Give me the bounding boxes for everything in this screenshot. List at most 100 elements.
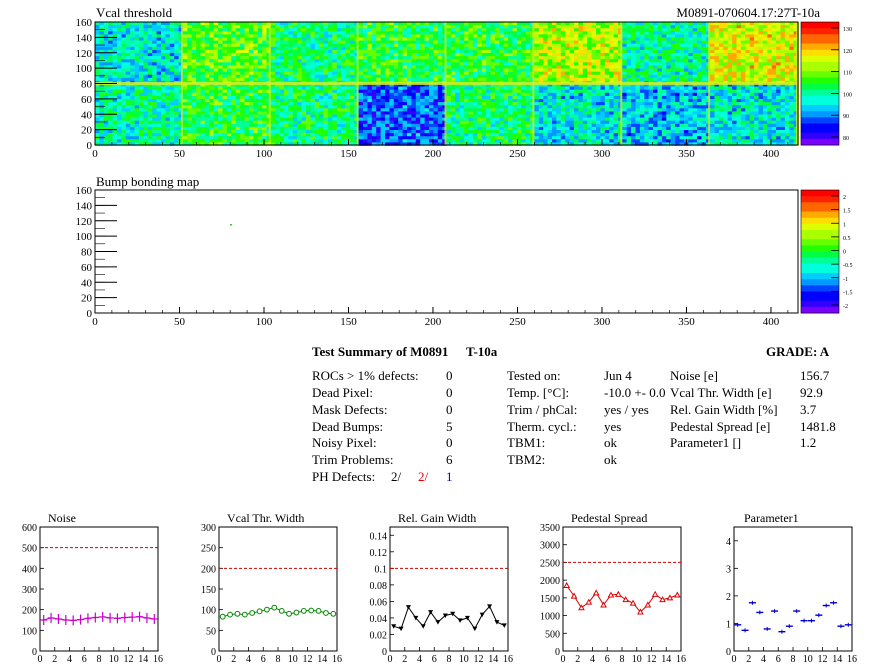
map-cell xyxy=(433,22,439,26)
map-cell xyxy=(305,130,311,134)
map-cell xyxy=(139,40,144,44)
map-cell xyxy=(314,111,320,115)
map-cell xyxy=(341,56,346,60)
map-cell xyxy=(723,77,728,82)
map-cell xyxy=(99,86,105,90)
map-cell xyxy=(393,120,399,125)
map-cell xyxy=(499,31,504,35)
map-cell xyxy=(472,92,478,97)
map-cell xyxy=(336,56,342,60)
map-cell xyxy=(323,133,329,137)
map-cell xyxy=(204,25,210,29)
map-cell xyxy=(433,28,439,32)
map-cell xyxy=(613,49,619,54)
map-cell xyxy=(275,86,280,90)
map-cell xyxy=(494,43,500,48)
map-cell xyxy=(393,31,399,35)
map-cell xyxy=(380,74,386,79)
map-cell xyxy=(490,102,496,106)
map-cell xyxy=(415,114,421,118)
map-cell xyxy=(407,74,412,79)
map-cell xyxy=(534,56,540,60)
map-cell xyxy=(112,123,118,128)
map-cell xyxy=(103,31,109,35)
map-cell xyxy=(349,77,355,82)
map-cell xyxy=(165,111,171,115)
map-cell xyxy=(99,49,105,54)
map-cell xyxy=(380,56,386,60)
map-cell xyxy=(363,71,368,75)
map-cell xyxy=(477,86,482,90)
map-cell xyxy=(385,22,390,26)
map-cell xyxy=(780,28,786,32)
map-cell xyxy=(240,28,245,32)
map-cell xyxy=(244,49,250,54)
map-cell xyxy=(714,65,720,69)
map-cell xyxy=(556,65,562,69)
map-cell xyxy=(437,114,443,118)
map-cell xyxy=(244,68,250,72)
map-cell xyxy=(323,142,329,146)
map-cell xyxy=(622,49,627,54)
map-cell xyxy=(389,95,395,100)
map-cell xyxy=(657,68,663,72)
map-cell xyxy=(415,77,421,82)
map-cell xyxy=(639,49,645,54)
map-cell xyxy=(143,53,149,57)
map-cell xyxy=(771,49,777,54)
map-cell xyxy=(424,56,430,60)
map-cell xyxy=(99,22,105,26)
map-cell xyxy=(161,92,166,97)
map-cell xyxy=(675,56,680,60)
map-cell xyxy=(398,43,403,48)
map-cell xyxy=(143,56,149,60)
map-cell xyxy=(341,102,346,106)
map-cell xyxy=(204,105,210,109)
map-cell xyxy=(288,120,294,125)
map-cell xyxy=(367,37,373,41)
map-cell xyxy=(767,65,772,69)
map-cell xyxy=(534,49,540,54)
map-cell xyxy=(433,111,439,115)
map-cell xyxy=(371,28,377,32)
map-cell xyxy=(692,43,698,48)
map-cell xyxy=(327,117,333,121)
map-cell xyxy=(389,102,395,106)
map-cell xyxy=(450,108,456,112)
map-cell xyxy=(780,71,786,75)
map-cell xyxy=(661,68,667,72)
map-cell xyxy=(257,142,263,146)
map-cell xyxy=(639,68,645,72)
map-cell xyxy=(240,40,245,44)
map-cell xyxy=(134,74,140,79)
map-cell xyxy=(477,68,482,72)
map-cell xyxy=(675,28,680,32)
map-cell xyxy=(464,49,469,54)
map-cell xyxy=(152,65,157,69)
map-cell xyxy=(209,31,214,35)
map-cell xyxy=(292,123,298,128)
map-cell xyxy=(385,102,390,106)
map-cell xyxy=(226,34,232,38)
map-cell xyxy=(262,83,267,87)
map-cell xyxy=(95,31,100,35)
map-cell xyxy=(446,37,452,41)
map-cell xyxy=(455,65,460,69)
map-cell xyxy=(666,49,671,54)
map-cell xyxy=(433,62,439,66)
map-cell xyxy=(257,89,263,94)
map-cell xyxy=(222,108,228,112)
map-cell xyxy=(332,136,337,140)
map-cell xyxy=(314,46,320,51)
map-cell xyxy=(732,28,737,32)
map-cell xyxy=(398,37,403,41)
map-cell xyxy=(349,92,355,97)
map-cell xyxy=(292,59,298,63)
map-cell xyxy=(569,65,575,69)
map-cell xyxy=(288,31,294,35)
map-cell xyxy=(446,43,452,48)
map-cell xyxy=(762,22,768,26)
map-cell xyxy=(130,65,135,69)
map-cell xyxy=(600,65,606,69)
map-cell xyxy=(486,37,491,41)
